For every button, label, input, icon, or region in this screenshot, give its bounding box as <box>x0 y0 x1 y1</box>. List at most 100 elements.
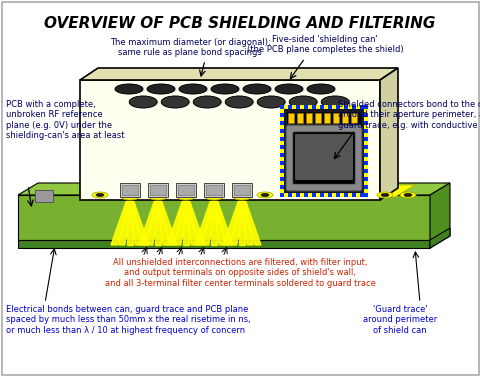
Ellipse shape <box>242 84 270 94</box>
Bar <box>288 113 293 123</box>
Bar <box>359 105 363 109</box>
Bar <box>279 141 283 145</box>
Bar <box>279 125 283 129</box>
Ellipse shape <box>96 193 104 196</box>
Bar <box>279 193 283 197</box>
Bar <box>363 109 367 113</box>
Ellipse shape <box>321 96 348 108</box>
Bar <box>178 185 193 195</box>
Bar <box>279 169 283 173</box>
Ellipse shape <box>225 96 252 108</box>
Polygon shape <box>182 199 197 245</box>
Bar <box>279 105 283 109</box>
Bar <box>279 153 283 157</box>
Polygon shape <box>429 228 449 248</box>
Bar <box>233 185 250 195</box>
Bar <box>363 129 367 133</box>
Bar <box>363 153 367 157</box>
Bar <box>363 173 367 177</box>
Bar <box>288 105 291 109</box>
Bar <box>363 113 367 117</box>
Polygon shape <box>182 199 204 245</box>
Bar <box>279 157 283 161</box>
Polygon shape <box>211 199 232 245</box>
Ellipse shape <box>115 84 143 94</box>
Bar <box>305 113 312 123</box>
Bar <box>363 145 367 149</box>
Bar <box>283 193 288 197</box>
Polygon shape <box>18 183 449 195</box>
Bar <box>363 125 367 129</box>
Polygon shape <box>146 199 161 245</box>
Ellipse shape <box>177 194 194 200</box>
Bar <box>324 193 327 197</box>
Polygon shape <box>155 199 161 245</box>
Bar <box>279 145 283 149</box>
Ellipse shape <box>256 192 273 198</box>
Ellipse shape <box>376 192 392 198</box>
Bar <box>363 193 367 197</box>
Bar <box>307 105 312 109</box>
Bar <box>279 193 283 197</box>
Bar <box>35 190 53 202</box>
Bar <box>363 165 367 169</box>
Bar <box>279 161 283 165</box>
Ellipse shape <box>161 96 189 108</box>
Ellipse shape <box>92 192 108 198</box>
Bar <box>336 105 339 109</box>
Bar <box>363 193 367 197</box>
Bar <box>122 185 138 195</box>
Bar <box>363 121 367 125</box>
Ellipse shape <box>261 193 268 196</box>
Bar <box>363 169 367 173</box>
Polygon shape <box>211 199 225 245</box>
Bar <box>359 193 363 197</box>
Polygon shape <box>127 199 141 245</box>
Polygon shape <box>239 199 253 245</box>
Polygon shape <box>111 199 133 245</box>
Polygon shape <box>194 199 216 245</box>
Polygon shape <box>379 68 397 200</box>
Ellipse shape <box>288 96 316 108</box>
Bar <box>295 193 300 197</box>
Bar <box>279 105 283 109</box>
Bar <box>336 193 339 197</box>
Polygon shape <box>167 199 189 245</box>
Polygon shape <box>230 199 244 245</box>
Bar <box>120 183 140 197</box>
Bar <box>331 193 336 197</box>
Bar <box>279 149 283 153</box>
Polygon shape <box>127 199 149 245</box>
Polygon shape <box>211 199 216 245</box>
Bar <box>279 133 283 137</box>
Bar <box>343 105 347 109</box>
Polygon shape <box>239 199 244 245</box>
Bar <box>363 177 367 181</box>
Bar <box>319 105 324 109</box>
Bar <box>279 113 283 117</box>
Bar <box>331 105 336 109</box>
Text: Shielded connectors bond to the can all
around their aperture perimeter, and to : Shielded connectors bond to the can all … <box>337 100 480 130</box>
Bar <box>363 117 367 121</box>
Ellipse shape <box>179 84 206 94</box>
Ellipse shape <box>232 194 251 200</box>
Bar <box>343 193 347 197</box>
Bar <box>350 113 356 123</box>
Bar <box>355 105 359 109</box>
Bar <box>363 133 367 137</box>
Ellipse shape <box>204 194 223 200</box>
Bar <box>279 189 283 193</box>
Bar <box>363 161 367 165</box>
Bar <box>341 113 347 123</box>
Bar <box>327 105 331 109</box>
Text: 'Guard trace'
around perimeter
of shield can: 'Guard trace' around perimeter of shield… <box>362 305 436 335</box>
Bar <box>279 173 283 177</box>
Polygon shape <box>18 240 429 248</box>
Ellipse shape <box>403 193 411 196</box>
Bar <box>315 193 319 197</box>
Bar <box>279 137 283 141</box>
Bar <box>148 183 168 197</box>
Polygon shape <box>80 80 379 200</box>
Bar <box>231 183 252 197</box>
Text: All unshielded interconnections are filtered, with filter input,
and output term: All unshielded interconnections are filt… <box>104 258 375 288</box>
